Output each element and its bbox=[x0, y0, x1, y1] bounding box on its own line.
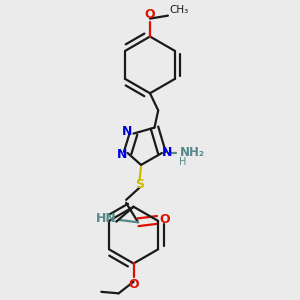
Text: CH₃: CH₃ bbox=[169, 5, 189, 15]
Text: N: N bbox=[162, 146, 172, 159]
Text: N: N bbox=[122, 125, 132, 138]
Text: N: N bbox=[116, 148, 127, 161]
Text: H: H bbox=[178, 157, 186, 167]
Text: S: S bbox=[135, 178, 144, 190]
Text: HN: HN bbox=[95, 212, 116, 226]
Text: NH₂: NH₂ bbox=[180, 146, 205, 159]
Text: O: O bbox=[160, 213, 170, 226]
Text: O: O bbox=[128, 278, 139, 291]
Text: O: O bbox=[145, 8, 155, 21]
